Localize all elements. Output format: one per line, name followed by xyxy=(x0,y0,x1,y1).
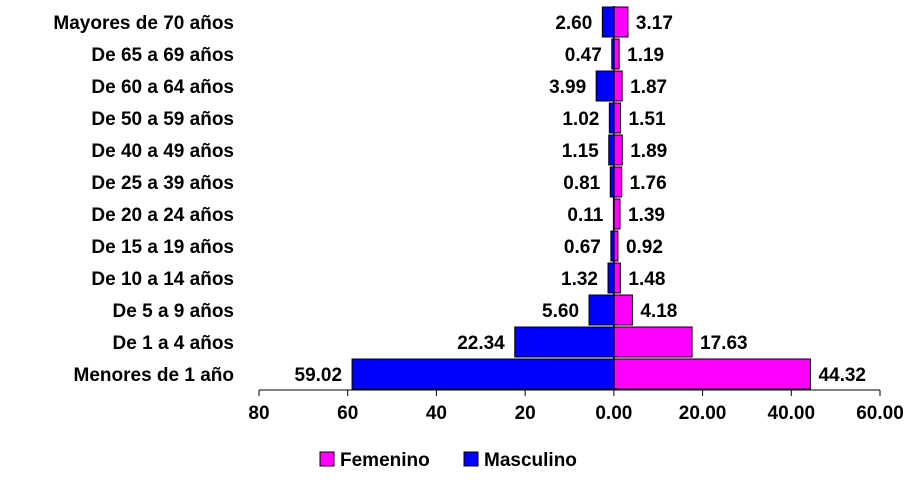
value-label-masculino-de-40-a-49-anos: 1.15 xyxy=(562,141,599,162)
value-label-femenino-de-65-a-69-anos: 1.19 xyxy=(627,45,664,66)
category-label-menores-de-1-ano: Menores de 1 año xyxy=(74,365,235,386)
bar-femenino-de-65-a-69-anos xyxy=(613,38,620,70)
bar-femenino-de-5-a-9-anos xyxy=(613,294,633,326)
bars-layer xyxy=(351,6,811,390)
x-tick-label-2: 40 xyxy=(426,403,447,424)
category-label-de-10-a-14-anos: De 10 a 14 años xyxy=(91,269,234,290)
bar-masculino-mayores-de-70-anos xyxy=(601,6,615,38)
legend-swatch-femenino xyxy=(319,451,335,467)
category-label-de-50-a-59-anos: De 50 a 59 años xyxy=(91,109,234,130)
bar-femenino-de-10-a-14-anos xyxy=(613,262,621,294)
bar-femenino-mayores-de-70-anos xyxy=(613,6,629,38)
value-label-femenino-de-20-a-24-anos: 1.39 xyxy=(628,205,665,226)
category-label-de-60-a-64-anos: De 60 a 64 años xyxy=(91,77,234,98)
category-labels: Menores de 1 año De 1 a 4 años De 5 a 9 añ… xyxy=(53,13,234,386)
legend-swatch-masculino xyxy=(463,451,479,467)
category-label-mayores-de-70-anos: Mayores de 70 años xyxy=(53,13,234,34)
x-tick-label-6: 40.00 xyxy=(768,403,816,424)
value-label-femenino-de-1-a-4-anos: 17.63 xyxy=(700,333,748,354)
value-label-femenino-de-15-a-19-anos: 0.92 xyxy=(626,237,663,258)
value-label-masculino-menores-de-1-ano: 59.02 xyxy=(295,365,343,386)
x-tick-label-0: 80 xyxy=(248,403,269,424)
bar-femenino-de-1-a-4-anos xyxy=(613,326,693,358)
bar-masculino-de-40-a-49-anos xyxy=(608,134,615,166)
value-label-femenino-mayores-de-70-anos: 3.17 xyxy=(636,13,673,34)
value-label-masculino-de-60-a-64-anos: 3.99 xyxy=(549,77,586,98)
bar-femenino-de-40-a-49-anos xyxy=(613,134,623,166)
x-tick-label-1: 60 xyxy=(337,403,358,424)
x-tick-label-4: 0.00 xyxy=(595,403,632,424)
legend: Femenino Masculino xyxy=(319,450,577,471)
value-label-masculino-mayores-de-70-anos: 2.60 xyxy=(555,13,592,34)
x-tick-label-3: 20 xyxy=(515,403,536,424)
bar-masculino-de-1-a-4-anos xyxy=(514,326,615,358)
category-label-de-40-a-49-anos: De 40 a 49 años xyxy=(91,141,234,162)
bar-femenino-de-60-a-64-anos xyxy=(613,70,623,102)
bar-masculino-de-5-a-9-anos xyxy=(588,294,615,326)
value-label-masculino-de-10-a-14-anos: 1.32 xyxy=(561,269,598,290)
value-label-femenino-de-25-a-39-anos: 1.76 xyxy=(630,173,667,194)
bar-masculino-de-10-a-14-anos xyxy=(607,262,615,294)
x-tick-label-5: 20.00 xyxy=(679,403,727,424)
legend-label-femenino: Femenino xyxy=(340,450,430,471)
x-tick-label-7: 60.00 xyxy=(856,403,904,424)
category-label-de-25-a-39-anos: De 25 a 39 años xyxy=(91,173,234,194)
value-label-masculino-de-25-a-39-anos: 0.81 xyxy=(563,173,600,194)
value-label-femenino-de-50-a-59-anos: 1.51 xyxy=(629,109,666,130)
category-label-de-65-a-69-anos: De 65 a 69 años xyxy=(91,45,234,66)
value-label-masculino-de-1-a-4-anos: 22.34 xyxy=(457,333,505,354)
value-label-femenino-de-40-a-49-anos: 1.89 xyxy=(630,141,667,162)
value-label-masculino-de-50-a-59-anos: 1.02 xyxy=(562,109,599,130)
category-label-de-15-a-19-anos: De 15 a 19 años xyxy=(91,237,234,258)
bar-femenino-de-20-a-24-anos xyxy=(613,198,621,230)
value-label-masculino-de-15-a-19-anos: 0.67 xyxy=(564,237,601,258)
value-labels: 59.02 44.32 22.34 17.63 5.60 4.18 1.32 1.48 0.67… xyxy=(295,13,866,386)
bar-femenino-menores-de-1-ano xyxy=(613,358,811,390)
value-label-femenino-menores-de-1-ano: 44.32 xyxy=(818,365,866,386)
value-label-masculino-de-20-a-24-anos: 0.11 xyxy=(567,205,603,226)
value-label-femenino-de-5-a-9-anos: 4.18 xyxy=(640,301,677,322)
bar-masculino-de-60-a-64-anos xyxy=(595,70,615,102)
bar-masculino-menores-de-1-ano xyxy=(351,358,615,390)
legend-label-masculino: Masculino xyxy=(484,450,577,471)
value-label-femenino-de-60-a-64-anos: 1.87 xyxy=(630,77,667,98)
bar-femenino-de-50-a-59-anos xyxy=(613,102,622,134)
value-label-masculino-de-5-a-9-anos: 5.60 xyxy=(542,301,579,322)
x-axis: 80 60 40 20 0.00 20.00 40.00 60.00 xyxy=(248,389,904,424)
category-label-de-1-a-4-anos: De 1 a 4 años xyxy=(113,333,234,354)
value-label-masculino-de-65-a-69-anos: 0.47 xyxy=(565,45,602,66)
bar-femenino-de-25-a-39-anos xyxy=(613,166,623,198)
category-label-de-5-a-9-anos: De 5 a 9 años xyxy=(113,301,234,322)
category-label-de-20-a-24-anos: De 20 a 24 años xyxy=(91,205,234,226)
value-label-femenino-de-10-a-14-anos: 1.48 xyxy=(628,269,665,290)
